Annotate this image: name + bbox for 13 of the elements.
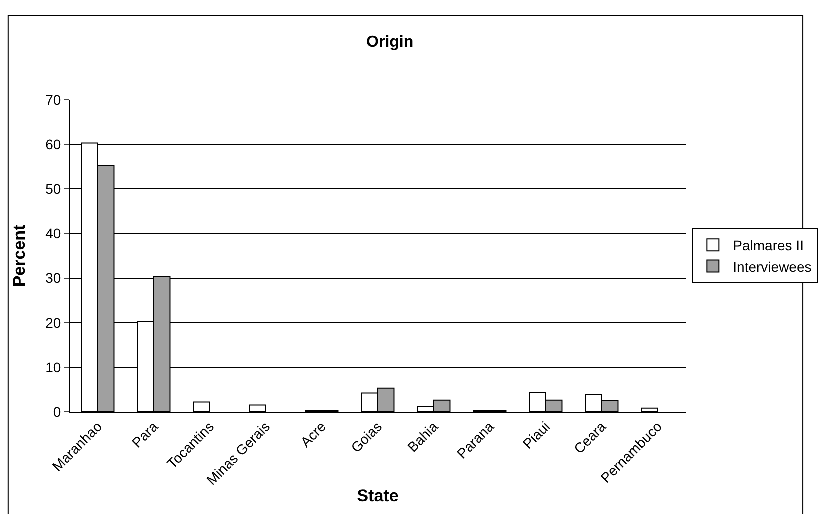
y-axis-title: Percent — [10, 224, 30, 288]
chart-title: Origin — [366, 34, 414, 52]
legend-label: Palmares II — [733, 238, 804, 254]
y-tick-label: 30 — [46, 270, 62, 286]
y-tick-label: 60 — [46, 136, 62, 152]
y-tick-label: 0 — [53, 404, 62, 420]
y-tick-label: 40 — [46, 226, 62, 242]
y-tick-label: 10 — [46, 359, 62, 376]
x-axis-title: State — [357, 486, 399, 506]
y-tick-label: 20 — [46, 314, 62, 331]
y-tick-label: 50 — [46, 181, 62, 198]
legend-label: Interviewees — [733, 258, 812, 275]
y-tick-label: 70 — [46, 92, 62, 108]
